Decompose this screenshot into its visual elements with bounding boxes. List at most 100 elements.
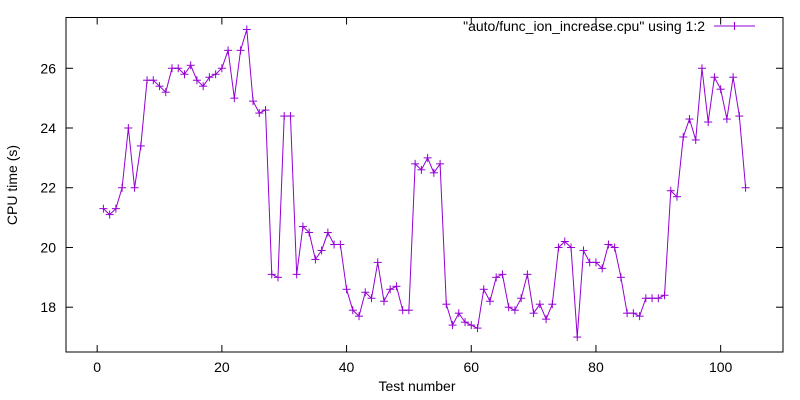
data-point-marker [510, 306, 519, 315]
data-point-marker [242, 25, 251, 34]
data-point-marker [679, 132, 688, 141]
data-point-marker [155, 82, 164, 91]
data-point-marker [336, 240, 345, 249]
data-point-marker [149, 76, 158, 85]
data-point-marker [373, 258, 382, 267]
data-point-marker [305, 228, 314, 237]
data-point-marker [411, 159, 420, 168]
data-point-marker [379, 297, 388, 306]
data-point-marker [211, 70, 220, 79]
data-point-marker [554, 243, 563, 252]
data-point-marker [317, 246, 326, 255]
data-point-marker [673, 192, 682, 201]
data-point-marker [255, 109, 264, 118]
y-tick-label: 22 [40, 180, 56, 196]
data-point-marker [186, 61, 195, 70]
data-point-marker [735, 112, 744, 121]
chart-marks [99, 25, 750, 342]
x-tick-label: 40 [339, 359, 355, 375]
data-point-marker [517, 294, 526, 303]
data-point-marker [454, 309, 463, 318]
data-point-marker [361, 288, 370, 297]
data-point-marker [442, 300, 451, 309]
data-point-marker [461, 318, 470, 327]
data-point-marker [504, 303, 513, 312]
data-point-marker [180, 70, 189, 79]
data-point-marker [591, 258, 600, 267]
data-point-marker [236, 46, 245, 55]
data-point-marker [323, 228, 332, 237]
data-point-marker [224, 46, 233, 55]
data-point-marker [217, 64, 226, 73]
data-point-marker [535, 300, 544, 309]
data-point-marker [635, 312, 644, 321]
data-point-marker [205, 73, 214, 82]
data-point-marker [691, 135, 700, 144]
data-point-marker [298, 222, 307, 231]
data-point-marker [404, 306, 413, 315]
data-point-marker [722, 115, 731, 124]
data-point-marker [429, 168, 438, 177]
data-point-marker [392, 282, 401, 291]
data-point-marker [654, 294, 663, 303]
data-point-marker [467, 321, 476, 330]
data-point-marker [729, 73, 738, 82]
data-point-marker [311, 255, 320, 264]
data-point-marker [610, 243, 619, 252]
data-point-marker [685, 115, 694, 124]
data-point-marker [436, 159, 445, 168]
data-point-marker [423, 153, 432, 162]
data-point-marker [124, 124, 133, 133]
y-tick-label: 18 [40, 299, 56, 315]
y-tick-label: 24 [40, 120, 56, 136]
plot-frame [65, 17, 784, 353]
data-point-marker [485, 297, 494, 306]
y-axis-label: CPU time (s) [4, 145, 20, 225]
data-point-marker [342, 285, 351, 294]
data-point-marker [666, 186, 675, 195]
data-point-marker [136, 141, 145, 150]
data-point-marker [448, 321, 457, 330]
data-point-marker [523, 270, 532, 279]
series-line [103, 29, 747, 338]
legend: "auto/func_ion_increase.cpu" using 1:2 [463, 18, 755, 34]
data-point-marker [118, 183, 127, 192]
data-point-marker [579, 246, 588, 255]
data-point-marker [560, 237, 569, 246]
data-point-marker [479, 285, 488, 294]
data-point-marker [355, 312, 364, 321]
data-point-marker [567, 243, 576, 252]
x-axis-ticks: 0 20 40 60 80 100 [93, 17, 733, 375]
data-point-marker [267, 270, 276, 279]
x-tick-label: 20 [214, 359, 230, 375]
data-point-marker [161, 88, 170, 97]
legend-entry-label: "auto/func_ion_increase.cpu" using 1:2 [463, 18, 705, 34]
data-point-marker [105, 210, 114, 219]
data-point-marker [741, 183, 750, 192]
data-point-marker [660, 291, 669, 300]
data-point-marker [292, 270, 301, 279]
data-point-marker [573, 333, 582, 342]
data-point-marker [598, 264, 607, 273]
data-point-marker [367, 294, 376, 303]
data-point-marker [604, 240, 613, 249]
x-tick-label: 80 [588, 359, 604, 375]
data-point-marker [548, 300, 557, 309]
data-point-marker [249, 97, 258, 106]
data-point-marker [261, 106, 270, 115]
x-tick-label: 60 [463, 359, 479, 375]
data-point-marker [286, 112, 295, 121]
data-point-marker [498, 270, 507, 279]
x-tick-label: 0 [93, 359, 101, 375]
data-point-marker [704, 118, 713, 127]
data-point-marker [348, 306, 357, 315]
data-point-marker [417, 165, 426, 174]
x-tick-label: 100 [709, 359, 733, 375]
data-point-marker [111, 204, 120, 213]
data-point-marker [99, 204, 108, 213]
y-tick-label: 26 [40, 60, 56, 76]
data-point-marker [629, 309, 638, 318]
data-point-marker [492, 273, 501, 282]
legend-entry-marker [730, 22, 739, 30]
